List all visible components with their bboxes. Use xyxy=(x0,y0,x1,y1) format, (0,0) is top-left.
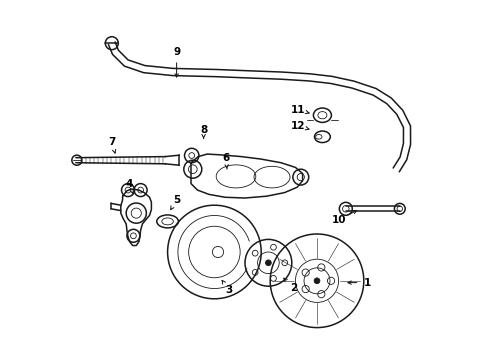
Circle shape xyxy=(314,278,320,284)
Circle shape xyxy=(266,260,271,266)
Text: 5: 5 xyxy=(173,195,180,205)
Text: 3: 3 xyxy=(225,285,232,295)
Text: 9: 9 xyxy=(173,47,180,57)
Text: 7: 7 xyxy=(108,137,116,147)
Text: 11: 11 xyxy=(291,105,306,115)
Text: 2: 2 xyxy=(290,283,297,293)
Text: 4: 4 xyxy=(125,179,133,189)
Text: 6: 6 xyxy=(222,153,230,163)
Text: 10: 10 xyxy=(331,215,346,225)
Text: 12: 12 xyxy=(291,121,306,131)
Text: 8: 8 xyxy=(200,125,207,135)
Text: 1: 1 xyxy=(364,278,371,288)
